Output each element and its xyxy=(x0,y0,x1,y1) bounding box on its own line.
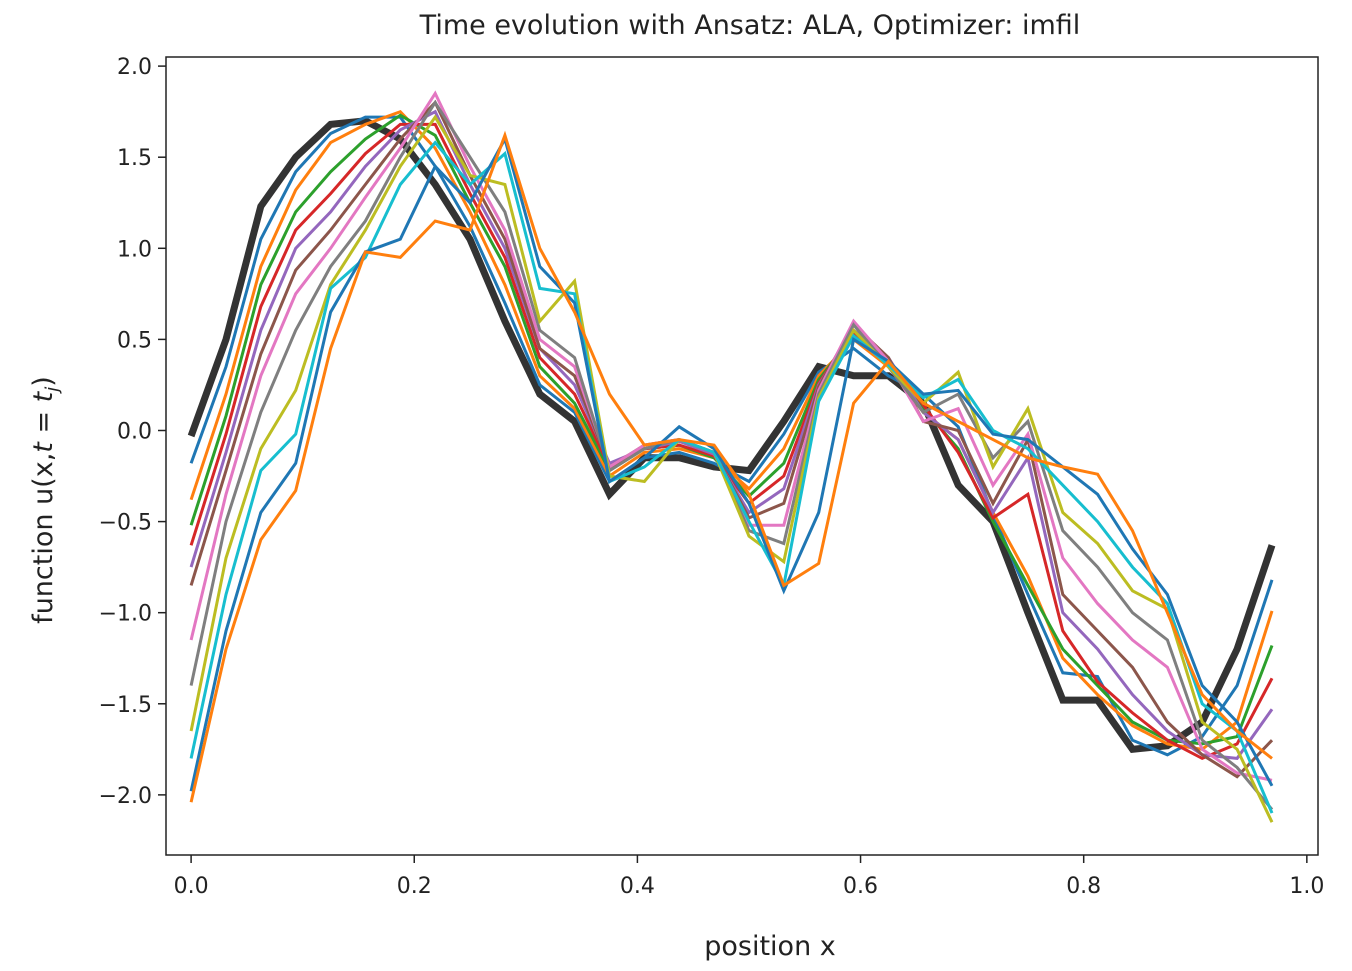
y-tick-label: 0.0 xyxy=(117,419,152,444)
y-tick-label: 2.0 xyxy=(117,55,152,80)
y-tick-label: −0.5 xyxy=(99,511,152,536)
y-tick-label: −2.0 xyxy=(99,784,152,809)
x-tick-label: 0.8 xyxy=(1066,874,1101,899)
x-tick-label: 0.0 xyxy=(174,874,209,899)
x-axis-label: position x xyxy=(704,931,836,962)
y-tick-label: 1.5 xyxy=(117,146,152,171)
series-line-3 xyxy=(189,113,1274,746)
y-axis-label-subscript: j xyxy=(42,387,63,395)
chart-title: Time evolution with Ansatz: ALA, Optimiz… xyxy=(419,10,1081,41)
x-tick-label: 0.4 xyxy=(620,874,655,899)
series-line-11 xyxy=(189,135,1274,792)
y-axis-label-close: ) xyxy=(28,376,59,387)
x-axis-ticks: 0.0 0.2 0.4 0.6 0.8 1.0 xyxy=(174,855,1324,899)
series-line-4 xyxy=(189,122,1274,761)
series-layer xyxy=(187,90,1276,823)
series-line-7 xyxy=(189,90,1273,782)
y-axis-label-main: function u(x, xyxy=(28,453,59,624)
x-tick-label: 0.2 xyxy=(397,874,432,899)
y-axis-ticks: 2.0 1.5 1.0 0.5 0.0 −0.5 −1.0 −1.5 −2.0 xyxy=(99,55,166,809)
series-line-6 xyxy=(189,99,1274,779)
series-line-5 xyxy=(189,109,1274,760)
x-tick-label: 1.0 xyxy=(1289,874,1324,899)
plot-area-frame xyxy=(165,56,1319,856)
x-tick-label: 0.6 xyxy=(843,874,878,899)
y-tick-label: −1.0 xyxy=(99,602,152,627)
y-tick-label: 1.0 xyxy=(117,237,152,262)
y-tick-label: −1.5 xyxy=(99,693,152,718)
series-line-8 xyxy=(189,99,1274,811)
y-axis-label: function u(x,t = tj) xyxy=(28,376,63,624)
y-axis-label-math: t = t xyxy=(28,390,59,452)
series-line-10 xyxy=(189,140,1274,814)
series-line-12 xyxy=(189,130,1273,803)
y-tick-label: 0.5 xyxy=(117,328,152,353)
series-line-9 xyxy=(189,114,1274,823)
series-line-2 xyxy=(189,109,1274,751)
